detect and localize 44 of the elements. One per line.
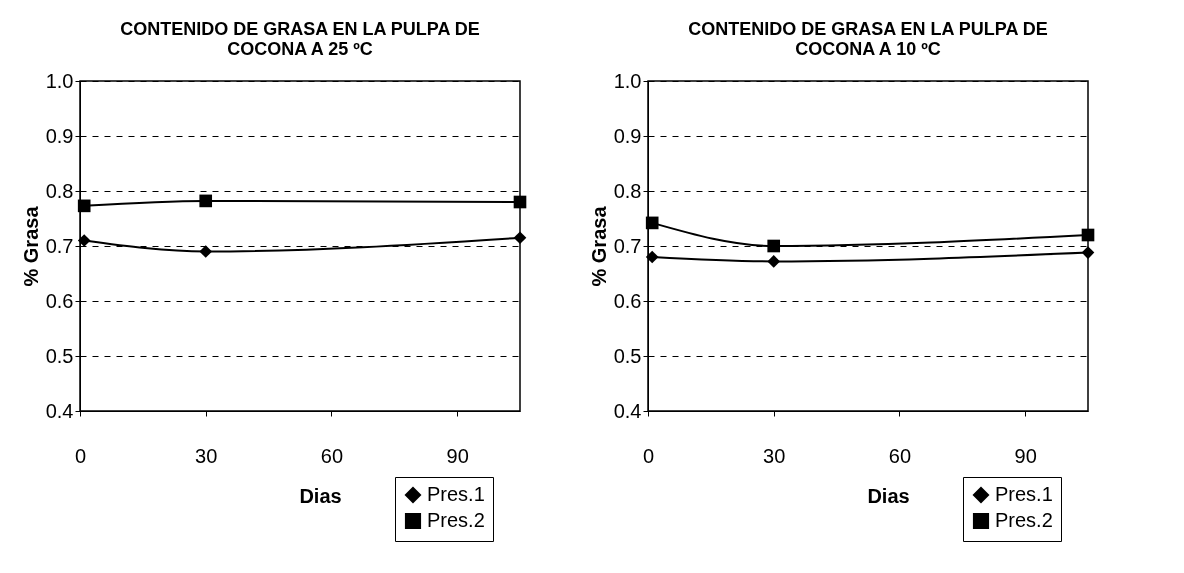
y-axis-title: % Grasa bbox=[587, 205, 610, 287]
point bbox=[199, 245, 213, 258]
point bbox=[77, 199, 91, 213]
y-tick-label: 0.4 bbox=[613, 399, 642, 422]
x-tick-label: 90 bbox=[1014, 444, 1037, 467]
y-axis-title: % Grasa bbox=[19, 205, 42, 287]
point bbox=[645, 216, 659, 230]
legend-label: Pres.1 bbox=[995, 483, 1053, 505]
y-tick-label: 1.0 bbox=[613, 69, 642, 92]
y-tick-label: 0.6 bbox=[613, 289, 642, 312]
chart-title: CONTENIDO DE GRASA EN LA PULPA DE COCONA A 25 ºC bbox=[120, 19, 480, 59]
y-tick-label: 0.9 bbox=[613, 124, 642, 147]
y-tick-label: 0.8 bbox=[45, 179, 74, 202]
y-tick-label: 1.0 bbox=[45, 69, 74, 92]
point bbox=[513, 231, 527, 245]
point bbox=[513, 195, 527, 209]
point bbox=[767, 255, 781, 268]
x-axis-title: Dias bbox=[867, 484, 910, 507]
y-tick-label: 0.7 bbox=[45, 234, 74, 257]
y-tick-label: 0.4 bbox=[45, 399, 74, 422]
x-axis-title: Dias bbox=[299, 484, 342, 507]
x-tick-label: 0 bbox=[642, 444, 655, 467]
x-tick-label: 0 bbox=[74, 444, 87, 467]
y-tick-label: 0.6 bbox=[45, 289, 74, 312]
x-tick-label: 30 bbox=[763, 444, 786, 467]
y-tick-label: 0.8 bbox=[613, 179, 642, 202]
x-tick-label: 30 bbox=[195, 444, 218, 467]
point bbox=[645, 250, 659, 264]
point bbox=[767, 239, 781, 253]
point bbox=[1081, 246, 1095, 259]
legend-label: Pres.1 bbox=[427, 483, 485, 505]
point bbox=[199, 194, 213, 208]
point bbox=[1081, 228, 1095, 242]
y-tick-label: 0.5 bbox=[613, 344, 642, 367]
y-tick-label: 0.9 bbox=[45, 124, 74, 147]
x-tick-label: 60 bbox=[888, 444, 912, 467]
legend-label: Pres.2 bbox=[995, 509, 1053, 531]
x-tick-label: 90 bbox=[446, 444, 469, 467]
x-tick-label: 60 bbox=[320, 444, 344, 467]
y-tick-label: 0.5 bbox=[45, 344, 74, 367]
chart-title: CONTENIDO DE GRASA EN LA PULPA DE COCONA A 10 ºC bbox=[688, 19, 1048, 59]
point bbox=[77, 234, 91, 247]
legend-label: Pres.2 bbox=[427, 509, 485, 531]
y-tick-label: 0.7 bbox=[613, 234, 642, 257]
